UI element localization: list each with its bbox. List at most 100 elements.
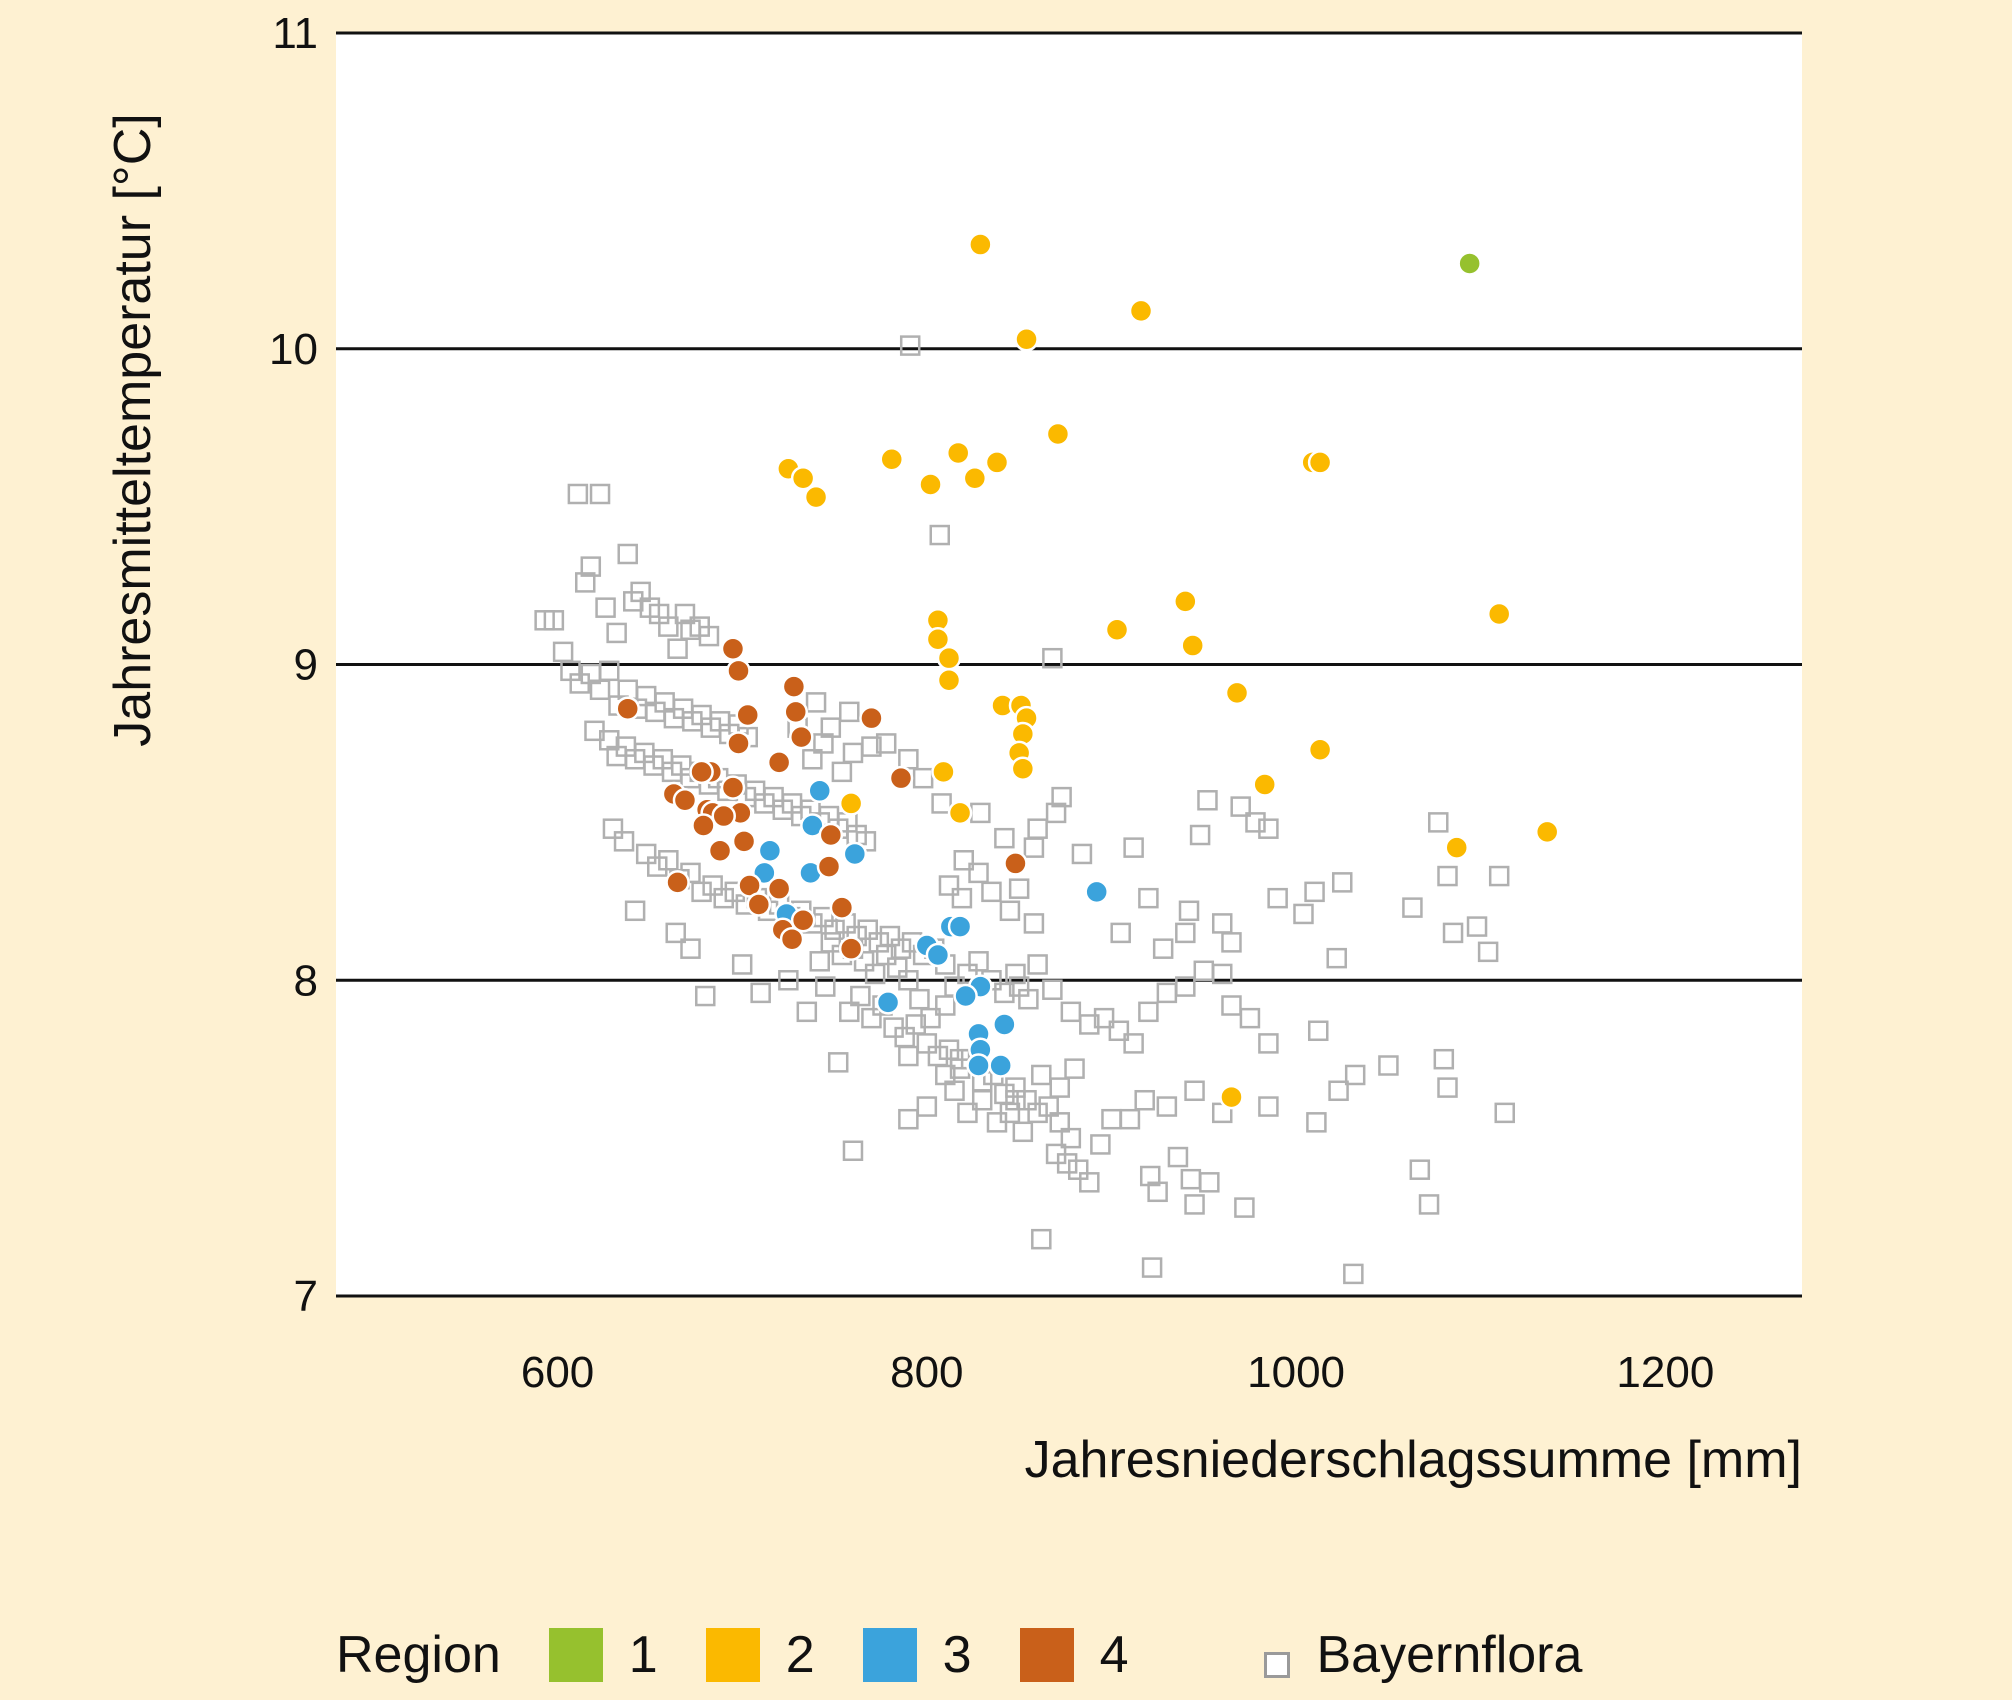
region-2-point [947, 800, 973, 826]
region-2-point [1173, 589, 1198, 614]
bayernflora-point [680, 938, 701, 959]
bayernflora-point [1258, 1033, 1279, 1054]
region-2-point [1014, 327, 1039, 352]
bayernflora-point [1184, 1194, 1205, 1215]
bayernflora-point [1090, 1134, 1111, 1155]
bayernflora-point [1038, 1096, 1059, 1117]
region-4-point [731, 829, 757, 854]
bayernflora-point [1079, 1014, 1100, 1035]
bayernflora-point [1119, 1108, 1141, 1130]
bayernflora-point [1326, 947, 1347, 969]
bayernflora-point [809, 951, 830, 972]
bayernflora-point [951, 887, 973, 909]
region-2-point [790, 465, 816, 491]
bayernflora-point [831, 761, 853, 783]
region-4-point [781, 674, 807, 699]
bayernflora-point [543, 610, 565, 631]
legend-swatch-region-3 [862, 1628, 917, 1682]
legend: Region 1 2 3 4 Bayernflora [336, 1615, 1582, 1695]
region-2-point [1010, 756, 1036, 781]
region-1-point [1457, 251, 1482, 276]
bayernflora-point [1093, 1007, 1115, 1029]
bayernflora-point [929, 524, 951, 546]
bayernflora-point [1060, 1127, 1082, 1149]
bayernflora-point [1031, 1064, 1052, 1086]
region-4-point [726, 731, 751, 756]
bayernflora-point [731, 954, 753, 975]
region-2-point [1307, 737, 1333, 763]
bayernflora-point [1056, 1153, 1078, 1174]
x-tick-labels: 600 800 1000 1200 [521, 1348, 1714, 1397]
bayernflora-point [1409, 1159, 1431, 1180]
region-2-point [1252, 772, 1277, 797]
bayernflora-point [953, 850, 975, 871]
bayernflora-point [850, 985, 871, 1007]
bayernflora-point [778, 970, 799, 991]
bayernflora-point [624, 900, 646, 922]
bayernflora-point [1051, 786, 1072, 808]
legend-title: Region [336, 1626, 501, 1684]
bayernflora-point [920, 1007, 941, 1029]
bayernflora-point [1123, 837, 1144, 858]
bayernflora-point [994, 827, 1015, 849]
bayernflora-point [875, 944, 897, 966]
region-4-point [746, 892, 772, 917]
bayernflora-point [813, 733, 834, 754]
region-4-point [707, 838, 733, 864]
bayernflora-point [861, 1007, 882, 1029]
bayernflora-point [1494, 1102, 1515, 1124]
region-3-point [992, 1012, 1017, 1037]
bayernflora-point [606, 622, 627, 644]
bayernflora-point [1344, 1064, 1366, 1086]
bayernflora-point [853, 951, 875, 972]
bayernflora-point [1152, 938, 1174, 959]
bayernflora-point [935, 1064, 956, 1086]
bayernflora-point [695, 985, 716, 1007]
legend-swatch-region-1 [548, 1628, 603, 1682]
bayernflora-point [864, 963, 886, 985]
y-tick-label: 9 [294, 641, 318, 690]
bayernflora-point [1031, 1228, 1052, 1250]
region-2-point [1534, 819, 1560, 845]
bayernflora-point [905, 1014, 927, 1035]
bayernflora-point [1016, 1089, 1037, 1111]
bayernflora-point [1234, 1197, 1255, 1218]
bayernflora-point [968, 862, 989, 884]
bayernflora-point [1134, 1089, 1155, 1111]
region-4-point [818, 822, 844, 848]
bayernflora-point [1433, 1048, 1455, 1070]
region-2-point [984, 450, 1010, 475]
bayernflora-point [1005, 1089, 1026, 1111]
region-4-point [720, 775, 746, 800]
bayernflora-point [1221, 995, 1242, 1016]
region-4-point [816, 854, 842, 879]
bayernflora-point [1064, 1058, 1085, 1079]
region-2-point [1219, 1084, 1244, 1110]
bayernflora-point [1328, 1080, 1349, 1102]
bayernflora-point [1060, 1001, 1082, 1023]
bayernflora-point [1488, 865, 1510, 887]
bayernflora-point [1442, 922, 1464, 944]
bayernflora-point [824, 919, 845, 940]
bayernflora-point [1027, 954, 1048, 975]
x-tick-label: 1200 [1616, 1348, 1714, 1397]
bayernflora-point [1079, 1172, 1100, 1193]
bayernflora-point [1138, 887, 1159, 909]
region-2-point [1128, 298, 1154, 324]
region-2-point [1444, 835, 1469, 860]
bayernflora-point [580, 556, 602, 577]
legend-label-region-3: 3 [942, 1626, 972, 1684]
region-2-point [962, 465, 988, 491]
region-4-point [615, 696, 640, 721]
region-4-point [672, 788, 698, 813]
bayernflora-point [999, 900, 1021, 922]
bayernflora-point [1071, 843, 1093, 865]
bayernflora-point [1018, 988, 1039, 1010]
bayernflora-point [1008, 878, 1030, 899]
bayernflora-point [1156, 1096, 1178, 1117]
y-tick-label: 10 [269, 325, 318, 374]
bayernflora-point [750, 982, 771, 1004]
region-2-point [1045, 421, 1071, 447]
y-tick-label: 11 [272, 9, 318, 58]
region-2-point [1104, 617, 1130, 643]
